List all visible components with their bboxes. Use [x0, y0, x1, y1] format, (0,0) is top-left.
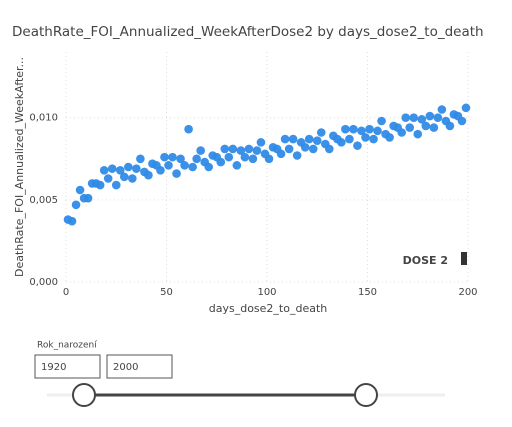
point — [288, 134, 298, 144]
point — [132, 164, 141, 173]
point — [228, 144, 238, 154]
y-tick-label: 0,010 — [29, 113, 58, 124]
point — [256, 138, 266, 147]
x-tick-label: 0 — [63, 287, 69, 298]
point — [353, 141, 362, 150]
point — [369, 134, 378, 144]
point — [264, 154, 274, 164]
point — [308, 144, 318, 154]
point — [341, 124, 350, 134]
point — [361, 133, 370, 142]
point — [103, 174, 113, 183]
point — [160, 152, 169, 162]
slider-handle[interactable] — [354, 383, 378, 407]
point — [280, 134, 290, 144]
point — [421, 121, 431, 131]
point — [240, 152, 250, 162]
point — [349, 124, 358, 134]
point — [373, 126, 382, 136]
x-axis-label: days_dose2_to_death — [209, 302, 328, 315]
point — [417, 115, 427, 124]
point — [95, 180, 105, 190]
point — [124, 162, 133, 172]
point — [71, 200, 81, 210]
point — [284, 144, 294, 154]
point — [99, 165, 109, 175]
y-axis-label: DeathRate_FOI_Annualized_WeekAfter... — [13, 57, 26, 277]
point — [433, 113, 443, 123]
point — [144, 170, 153, 180]
slider-handle[interactable] — [72, 383, 96, 407]
point — [128, 174, 137, 183]
point — [115, 165, 125, 175]
point — [429, 123, 439, 132]
x-tick-label: 50 — [160, 287, 173, 298]
point — [172, 169, 181, 178]
point — [300, 142, 310, 152]
point — [252, 146, 262, 155]
x-tick-label: 100 — [257, 287, 276, 298]
slicer-to: 2000 — [113, 362, 138, 373]
point — [136, 154, 145, 164]
point — [236, 146, 246, 155]
point — [292, 151, 302, 160]
point — [83, 193, 93, 203]
point — [304, 134, 314, 144]
point — [164, 161, 173, 170]
point — [156, 165, 165, 175]
point — [232, 161, 242, 170]
point — [220, 144, 230, 154]
point — [192, 154, 201, 164]
y-tick-label: 0,000 — [29, 277, 58, 288]
point — [111, 180, 121, 190]
point — [345, 134, 354, 144]
point — [67, 216, 77, 226]
point — [188, 162, 197, 172]
legend-label: DOSE 2 — [403, 254, 448, 267]
point — [107, 164, 117, 173]
x-tick-label: 150 — [358, 287, 377, 298]
point — [377, 116, 386, 126]
point — [409, 113, 419, 123]
point — [425, 111, 435, 121]
point — [461, 103, 471, 113]
point — [405, 123, 415, 132]
point — [224, 152, 234, 162]
point — [196, 146, 205, 155]
point — [337, 138, 346, 147]
chart-title: DeathRate_FOI_Annualized_WeekAfterDose2 … — [12, 24, 484, 40]
point — [413, 129, 423, 139]
point — [204, 162, 214, 172]
point — [445, 121, 455, 131]
point — [276, 149, 286, 159]
point — [437, 105, 447, 114]
point — [216, 157, 226, 167]
point — [325, 144, 334, 154]
point — [244, 144, 254, 154]
point — [119, 172, 129, 182]
point — [168, 152, 177, 162]
point — [397, 128, 406, 137]
x-tick-label: 200 — [458, 287, 477, 298]
point — [357, 126, 366, 136]
point — [401, 113, 410, 123]
point — [184, 124, 193, 134]
point — [75, 185, 85, 195]
point — [316, 128, 326, 137]
point — [457, 116, 467, 126]
slicer-from: 1920 — [41, 362, 66, 373]
point — [365, 124, 374, 134]
point — [180, 161, 189, 170]
y-tick-label: 0,005 — [29, 195, 58, 206]
slicer-title: Rok_narození — [37, 341, 97, 351]
slicer-from-box[interactable] — [34, 354, 101, 379]
point — [385, 133, 394, 142]
point — [248, 154, 258, 164]
legend-marker — [461, 252, 467, 265]
slicer-to-box[interactable] — [106, 354, 173, 379]
point — [312, 136, 322, 146]
point — [176, 154, 185, 164]
